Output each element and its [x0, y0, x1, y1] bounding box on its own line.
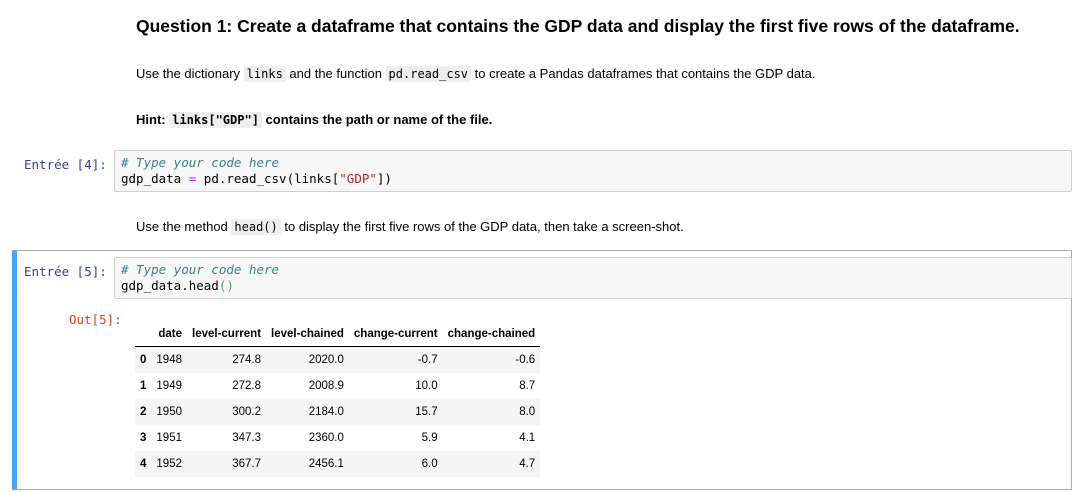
instruction2-post: to display the first five rows of the GD… — [280, 219, 684, 234]
table-row: 4 1952 367.7 2456.1 6.0 4.7 — [135, 451, 541, 477]
table-cell: 2184.0 — [308, 406, 344, 418]
table-cell: 367.7 — [232, 458, 262, 470]
column-header: change-chained — [442, 322, 541, 347]
question-title: Question 1: Create a dataframe that cont… — [136, 16, 1020, 36]
code-comment: # Type your code here — [121, 155, 280, 170]
table-header-row: date level-current level-chained change-… — [135, 322, 541, 347]
column-header-index — [135, 322, 152, 347]
code-paren: () — [218, 278, 234, 293]
instruction-text: Use the dictionary links and the functio… — [136, 66, 816, 82]
table-cell: 10.0 — [415, 380, 438, 392]
inline-code-head: head() — [231, 219, 281, 235]
table-row: 0 1948 274.8 2020.0 -0.7 -0.6 — [135, 346, 541, 373]
code-var: gdp_data — [121, 171, 189, 186]
column-header: date — [151, 322, 187, 347]
table-cell: -0.7 — [417, 354, 438, 366]
instruction-text-2: Use the method head() to display the fir… — [136, 219, 684, 235]
column-header: change-current — [348, 322, 443, 347]
dataframe-output: date level-current level-chained change-… — [135, 322, 541, 477]
code-string: "GDP" — [339, 171, 377, 186]
code-cell-4-input[interactable]: # Type your code here gdp_data = pd.read… — [114, 150, 1072, 192]
table-cell: 1951 — [156, 432, 182, 444]
table-cell: 15.7 — [415, 406, 438, 418]
instruction-post: to create a Pandas dataframes that conta… — [471, 66, 816, 81]
hint-pre: Hint: — [136, 112, 170, 127]
table-cell: 6.0 — [421, 458, 438, 470]
table-cell: 347.3 — [232, 432, 262, 444]
code-end: ]) — [376, 171, 392, 186]
table-cell: 4.1 — [519, 432, 536, 444]
table-cell: 274.8 — [232, 354, 262, 366]
table-cell: 1948 — [156, 354, 182, 366]
column-header: level-current — [187, 322, 267, 347]
code-cell-5-input[interactable]: # Type your code here gdp_data.head() — [114, 257, 1072, 299]
table-cell: 300.2 — [232, 406, 262, 418]
output-prompt-5: Out[5]: — [69, 312, 122, 327]
inline-code-links: links — [243, 66, 286, 82]
instruction-pre: Use the dictionary — [136, 66, 244, 81]
row-index: 4 — [140, 458, 147, 470]
table-cell: 1952 — [156, 458, 182, 470]
table-cell: 1950 — [156, 406, 182, 418]
row-index: 0 — [140, 354, 147, 366]
row-index: 1 — [140, 380, 147, 392]
table-cell: 2020.0 — [308, 354, 344, 366]
instruction-mid: and the function — [285, 66, 386, 81]
inline-code-read-csv: pd.read_csv — [385, 66, 472, 82]
table-cell: 5.9 — [421, 432, 438, 444]
inline-code-hint: links["GDP"] — [169, 112, 262, 128]
table-row: 1 1949 272.8 2008.9 10.0 8.7 — [135, 373, 540, 399]
hint-text: Hint: links["GDP"] contains the path or … — [136, 112, 493, 128]
code-operator: = — [188, 171, 197, 186]
table-cell: 1949 — [156, 380, 182, 392]
table-cell: 2008.9 — [308, 380, 344, 392]
table-cell: 4.7 — [519, 458, 536, 470]
table-cell: 2456.1 — [308, 458, 344, 470]
dataframe-table: date level-current level-chained change-… — [135, 322, 541, 477]
cell-prompt-4: Entrée [4]: — [24, 157, 107, 172]
table-row: 3 1951 347.3 2360.0 5.9 4.1 — [135, 425, 540, 451]
table-cell: 8.0 — [519, 406, 536, 418]
hint-post: contains the path or name of the file. — [261, 112, 493, 127]
code-comment: # Type your code here — [121, 262, 280, 277]
table-cell: 2360.0 — [308, 432, 344, 444]
table-cell: -0.6 — [515, 354, 536, 366]
table-cell: 8.7 — [519, 380, 536, 392]
cell-prompt-5: Entrée [5]: — [24, 264, 107, 279]
table-row: 2 1950 300.2 2184.0 15.7 8.0 — [135, 399, 541, 425]
row-index: 2 — [140, 406, 147, 418]
instruction2-pre: Use the method — [136, 219, 232, 234]
column-header: level-chained — [266, 322, 349, 347]
table-cell: 272.8 — [232, 380, 262, 392]
row-index: 3 — [140, 432, 147, 444]
code-call: pd.read_csv(links[ — [196, 171, 340, 186]
code-call: gdp_data.head — [121, 278, 219, 293]
